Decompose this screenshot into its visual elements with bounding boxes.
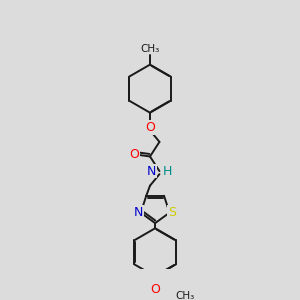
Text: O: O <box>150 283 160 296</box>
Text: H: H <box>163 165 172 178</box>
Text: N: N <box>134 206 143 219</box>
Text: CH₃: CH₃ <box>176 291 195 300</box>
Text: CH₃: CH₃ <box>140 44 160 54</box>
Text: O: O <box>130 148 140 161</box>
Text: S: S <box>168 206 176 219</box>
Text: O: O <box>145 121 155 134</box>
Text: N: N <box>147 165 156 178</box>
